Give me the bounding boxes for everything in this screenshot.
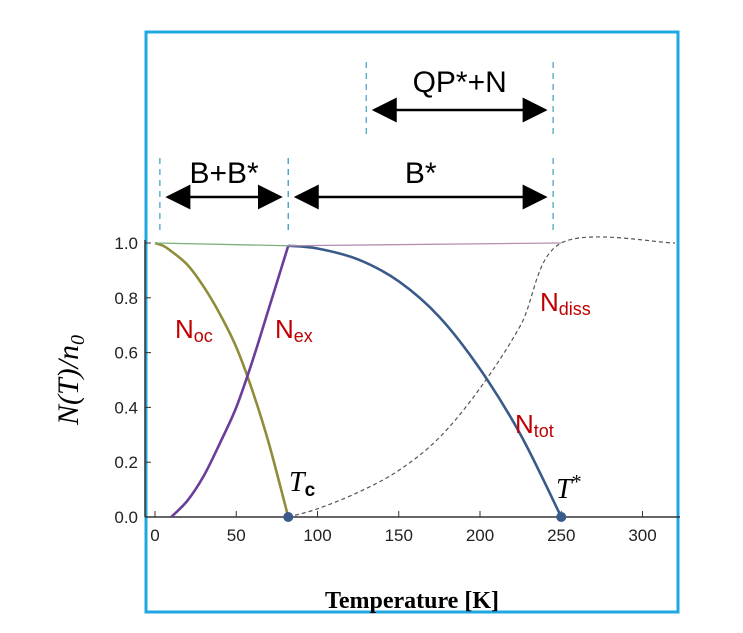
y-axis-label-sub: 0 xyxy=(67,335,89,345)
region-annotations: B+B* B* QP*+N xyxy=(159,62,554,232)
y-ticks: 0.0 0.2 0.4 0.6 0.8 1.0 xyxy=(114,234,151,527)
x-tick-label: 150 xyxy=(385,526,413,545)
tc-label-main: T xyxy=(289,467,307,498)
tc-label: Tc xyxy=(289,467,316,501)
tstar-marker xyxy=(556,512,567,522)
nex-label: Nex xyxy=(275,314,313,346)
ntot-label: Ntot xyxy=(515,409,554,441)
tstar-label: T* xyxy=(556,471,582,505)
series-group xyxy=(154,236,676,518)
x-tick-label: 50 xyxy=(227,526,246,545)
series-nex-line xyxy=(170,245,290,518)
x-tick-label: 300 xyxy=(628,526,656,545)
x-tick-label: 0 xyxy=(150,526,159,545)
noc-label-sub: oc xyxy=(194,326,213,346)
figure-frame xyxy=(144,30,680,614)
ndiss-label: Ndiss xyxy=(540,287,591,319)
x-tick-label: 250 xyxy=(547,526,575,545)
nex-label-main: N xyxy=(275,314,294,344)
x-tick-label: 200 xyxy=(466,526,494,545)
region-label: B+B* xyxy=(189,157,259,190)
x-axis-label: Temperature [K] xyxy=(325,588,499,614)
tc-label-sub: c xyxy=(305,480,316,501)
y-tick-label: 0.4 xyxy=(114,398,138,417)
y-tick-label: 0.8 xyxy=(114,289,138,308)
noc-label-main: N xyxy=(175,314,194,344)
tstar-label-sup: * xyxy=(572,471,582,493)
region-label: B* xyxy=(405,157,437,190)
series-ndiss-line xyxy=(288,236,676,518)
series-noc-line xyxy=(154,241,290,518)
plot-area: 0 50 100 150 200 250 300 0.0 0.2 0.4 0.6 0.8 1.0 xyxy=(114,234,680,545)
tstar-label-main: T xyxy=(556,474,574,505)
y-axis-label-main: N(T)/n xyxy=(52,345,85,426)
y-axis-label: N(T)/n0 xyxy=(52,335,89,426)
tc-marker xyxy=(283,512,294,522)
x-ticks: 0 50 100 150 200 250 300 xyxy=(150,511,657,545)
series-ntot-line xyxy=(288,244,563,518)
y-tick-label: 0.0 xyxy=(114,508,138,527)
y-tick-label: 1.0 xyxy=(114,234,138,253)
x-tick-label: 100 xyxy=(303,526,331,545)
series-top-green-line xyxy=(154,242,289,247)
noc-label: Noc xyxy=(175,314,213,346)
nex-label-sub: ex xyxy=(294,326,313,346)
y-tick-label: 0.2 xyxy=(114,453,138,472)
ntot-label-main: N xyxy=(515,409,534,439)
series-top-pink-line xyxy=(288,242,562,247)
region-label: QP*+N xyxy=(413,66,507,99)
ndiss-label-main: N xyxy=(540,287,559,317)
ndiss-label-sub: diss xyxy=(559,299,591,319)
ntot-label-sub: tot xyxy=(534,421,554,441)
y-tick-label: 0.6 xyxy=(114,344,138,363)
